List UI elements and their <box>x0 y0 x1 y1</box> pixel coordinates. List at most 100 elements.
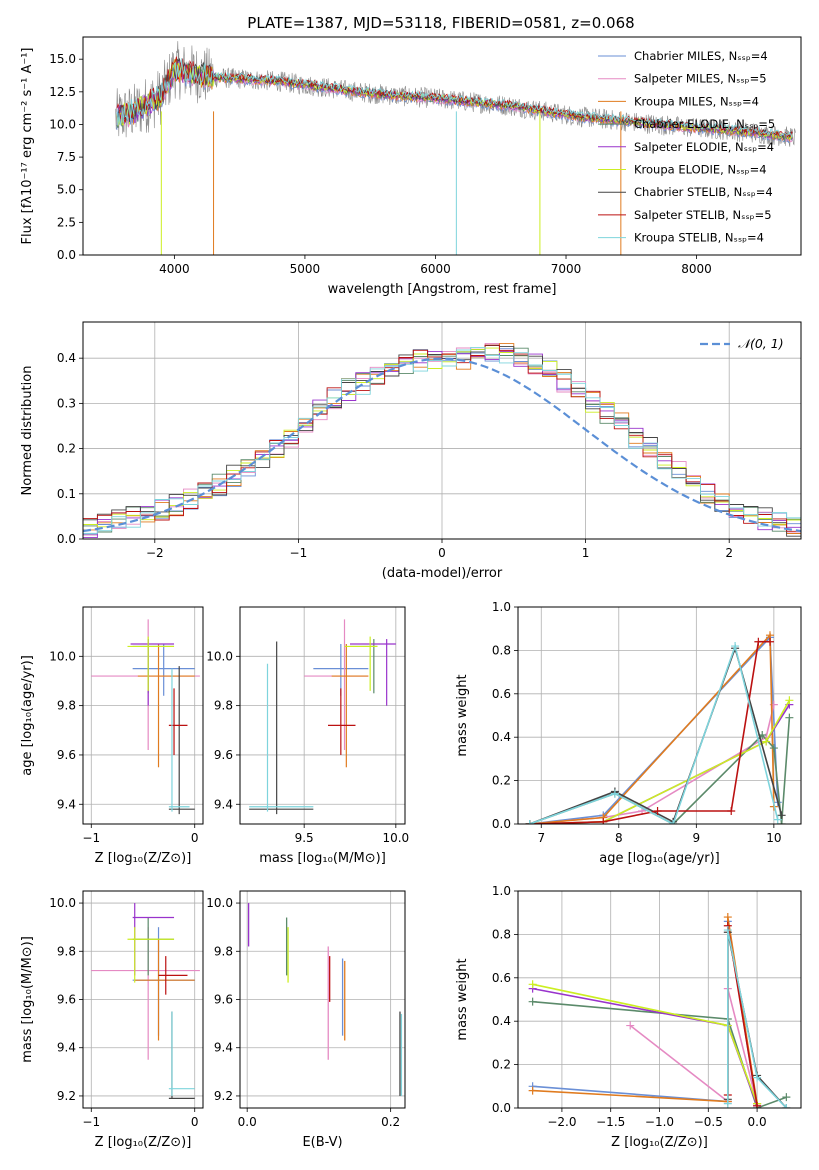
plot-area <box>518 607 801 824</box>
y-tick-label: 12.5 <box>49 85 76 99</box>
y-tick-label: 0.4 <box>57 351 76 365</box>
data-point-marker <box>753 1101 762 1108</box>
y-tick-label: 0.0 <box>57 248 76 262</box>
data-point-marker <box>599 817 608 824</box>
y-tick-label: 0.8 <box>492 643 511 657</box>
data-point-marker <box>769 744 778 753</box>
legend-label: Kroupa STELIB, Nₛₛₚ=4 <box>634 231 764 245</box>
data-point-marker <box>773 815 782 824</box>
x-axis-label: Z [log₁₀(Z/Z⊙)] <box>611 1135 708 1150</box>
axes-frame <box>239 606 406 825</box>
data-point-marker <box>754 637 763 646</box>
x-tick-label: 7000 <box>551 262 582 276</box>
legend-label: Kroupa MILES, Nₛₛₚ=4 <box>634 94 759 108</box>
panel-6: −1 0 9.2 9.4 9.6 9.8 10.0 Z [log₁₀(Z/Z⊙)] mass [… <box>20 890 204 1150</box>
data-point-marker <box>731 642 740 651</box>
plot-area <box>518 891 801 1108</box>
y-tick-label: 9.4 <box>214 1041 233 1055</box>
y-tick-label: 0.4 <box>492 730 511 744</box>
y-tick-label: 9.6 <box>214 748 233 762</box>
data-point-marker <box>723 913 732 922</box>
x-tick-label: 0.0 <box>238 1115 257 1129</box>
legend-label: Kroupa ELODIE, Nₛₛₚ=4 <box>634 163 767 177</box>
plot-area <box>83 891 203 1108</box>
y-tick-label: 10.0 <box>206 649 233 663</box>
y-tick-label: 9.8 <box>57 699 76 713</box>
legend-label: Salpeter MILES, Nₛₛₚ=5 <box>634 72 767 86</box>
axes-frame <box>82 321 802 540</box>
mass-weight-line <box>727 929 787 1108</box>
x-tick-label: 7 <box>537 831 545 845</box>
x-tick-label: −1.0 <box>645 1115 674 1129</box>
y-tick-label: 9.8 <box>214 944 233 958</box>
x-axis-label: Z [log₁₀(Z/Z⊙)] <box>95 1135 192 1150</box>
x-tick-label: −2 <box>146 546 164 560</box>
x-tick-label: 0.0 <box>748 1115 767 1129</box>
legend-label: 𝒩(0, 1) <box>738 336 784 351</box>
panel-8: −2.0 −1.5 −1.0 −0.5 0.0 0.0 0.2 0.4 0.6 0.8 1.0 Z [… <box>455 884 802 1150</box>
axes-frame <box>82 606 204 825</box>
mass-weight-line <box>532 921 758 1108</box>
panel-4: 9.5 10.0 9.4 9.6 9.8 10.0 mass [log₁₀(M/M⊙)] <box>206 606 409 866</box>
x-tick-label: −1.5 <box>596 1115 625 1129</box>
y-tick-label: 9.4 <box>214 797 233 811</box>
x-tick-label: 4000 <box>159 262 190 276</box>
data-point-marker <box>753 1073 762 1082</box>
y-tick-label: 0.2 <box>57 442 76 456</box>
x-tick-label: 5000 <box>290 262 321 276</box>
y-tick-label: 0.2 <box>492 1058 511 1072</box>
x-tick-label: 0.2 <box>381 1115 400 1129</box>
panel-5: 7 8 9 10 0.0 0.2 0.4 0.6 0.8 1.0 age [log₁₀(age/yr… <box>455 600 802 866</box>
x-tick-label: 10 <box>766 831 781 845</box>
y-tick-label: 9.6 <box>57 748 76 762</box>
x-tick-label: 9.5 <box>295 831 314 845</box>
y-axis-label: mass weight <box>455 674 470 756</box>
y-tick-label: 5.0 <box>57 183 76 197</box>
data-point-marker <box>528 1086 537 1095</box>
legend-label: Salpeter STELIB, Nₛₛₚ=5 <box>634 208 772 222</box>
y-axis-label: age [log₁₀(age/yr)] <box>20 655 35 776</box>
y-tick-label: 10.0 <box>206 896 233 910</box>
normal-curve <box>83 357 801 533</box>
mass-weight-line <box>529 704 791 824</box>
x-tick-label: 2 <box>725 546 733 560</box>
x-tick-label: 9 <box>693 831 701 845</box>
data-point-marker <box>626 1021 635 1030</box>
legend-label: Chabrier STELIB, Nₛₛₚ=4 <box>634 185 773 199</box>
data-point-marker <box>723 926 732 935</box>
mass-weight-line <box>529 643 779 824</box>
y-tick-label: 0.6 <box>492 687 511 701</box>
x-tick-label: 6000 <box>420 262 451 276</box>
figure-title: PLATE=1387, MJD=53118, FIBERID=0581, z=0… <box>247 14 634 32</box>
axes-frame <box>517 606 802 825</box>
panel-7: 0.0 0.2 9.2 9.4 9.6 9.8 10.0 E(B-V) <box>206 890 406 1150</box>
y-tick-label: 9.4 <box>57 797 76 811</box>
plot-area <box>83 607 203 824</box>
x-tick-label: −0.5 <box>694 1115 723 1129</box>
y-tick-label: 0.6 <box>492 971 511 985</box>
x-tick-label: −1 <box>82 1115 100 1129</box>
legend-label: Chabrier MILES, Nₛₛₚ=4 <box>634 49 768 63</box>
y-tick-label: 9.2 <box>214 1089 233 1103</box>
y-axis-label: Flux [fλ10⁻¹⁷ erg cm⁻² s⁻¹ A⁻¹] <box>20 48 35 245</box>
y-axis-label: mass [log₁₀(M/M⊙)] <box>20 936 35 1063</box>
data-point-marker <box>653 806 662 815</box>
data-point-marker <box>528 997 537 1006</box>
data-point-marker <box>782 1093 791 1102</box>
mass-weight-line <box>529 633 775 824</box>
x-tick-label: 0 <box>191 831 199 845</box>
y-tick-label: 10.0 <box>49 649 76 663</box>
y-tick-label: 2.5 <box>57 215 76 229</box>
panel-2: −2 −1 0 1 2 0.0 0.1 0.2 0.3 0.4 (data-model)/error… <box>20 321 802 581</box>
data-point-marker <box>610 789 619 798</box>
x-axis-label: age [log₁₀(age/yr)] <box>599 851 720 866</box>
x-tick-label: −1 <box>290 546 308 560</box>
y-tick-label: 0.0 <box>57 532 76 546</box>
mass-weight-line <box>529 640 770 824</box>
x-tick-label: 0 <box>438 546 446 560</box>
mass-weight-line <box>529 717 791 824</box>
data-point-marker <box>785 696 794 705</box>
y-tick-label: 1.0 <box>492 600 511 614</box>
plot-area <box>240 607 405 824</box>
y-tick-label: 9.6 <box>214 993 233 1007</box>
